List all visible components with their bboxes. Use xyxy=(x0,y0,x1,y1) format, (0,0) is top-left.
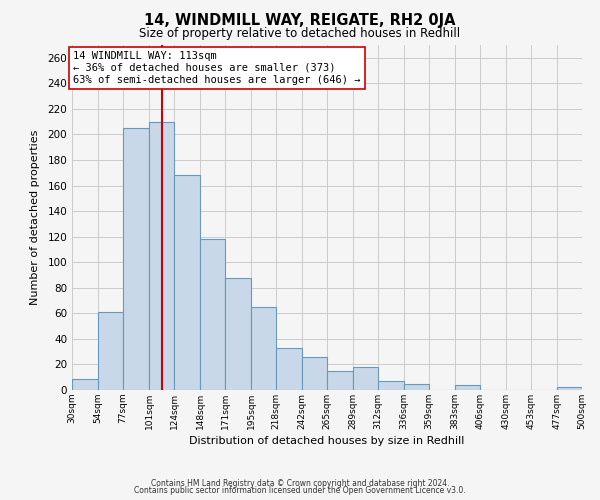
Y-axis label: Number of detached properties: Number of detached properties xyxy=(31,130,40,305)
Bar xyxy=(404,384,429,390)
Bar xyxy=(327,371,353,390)
X-axis label: Distribution of detached houses by size in Redhill: Distribution of detached houses by size … xyxy=(190,436,464,446)
Bar xyxy=(276,348,302,390)
Text: 14, WINDMILL WAY, REIGATE, RH2 0JA: 14, WINDMILL WAY, REIGATE, RH2 0JA xyxy=(144,12,456,28)
Bar xyxy=(302,357,327,390)
Bar xyxy=(174,176,200,390)
Bar xyxy=(225,278,251,390)
Bar xyxy=(353,367,378,390)
Bar xyxy=(378,381,404,390)
Bar xyxy=(72,378,98,390)
Text: Contains HM Land Registry data © Crown copyright and database right 2024.: Contains HM Land Registry data © Crown c… xyxy=(151,478,449,488)
Bar xyxy=(98,312,123,390)
Bar xyxy=(149,122,174,390)
Bar xyxy=(200,239,225,390)
Bar xyxy=(123,128,149,390)
Text: Size of property relative to detached houses in Redhill: Size of property relative to detached ho… xyxy=(139,28,461,40)
Text: Contains public sector information licensed under the Open Government Licence v3: Contains public sector information licen… xyxy=(134,486,466,495)
Bar xyxy=(251,307,276,390)
Bar xyxy=(455,385,480,390)
Bar xyxy=(557,388,582,390)
Text: 14 WINDMILL WAY: 113sqm
← 36% of detached houses are smaller (373)
63% of semi-d: 14 WINDMILL WAY: 113sqm ← 36% of detache… xyxy=(73,52,361,84)
